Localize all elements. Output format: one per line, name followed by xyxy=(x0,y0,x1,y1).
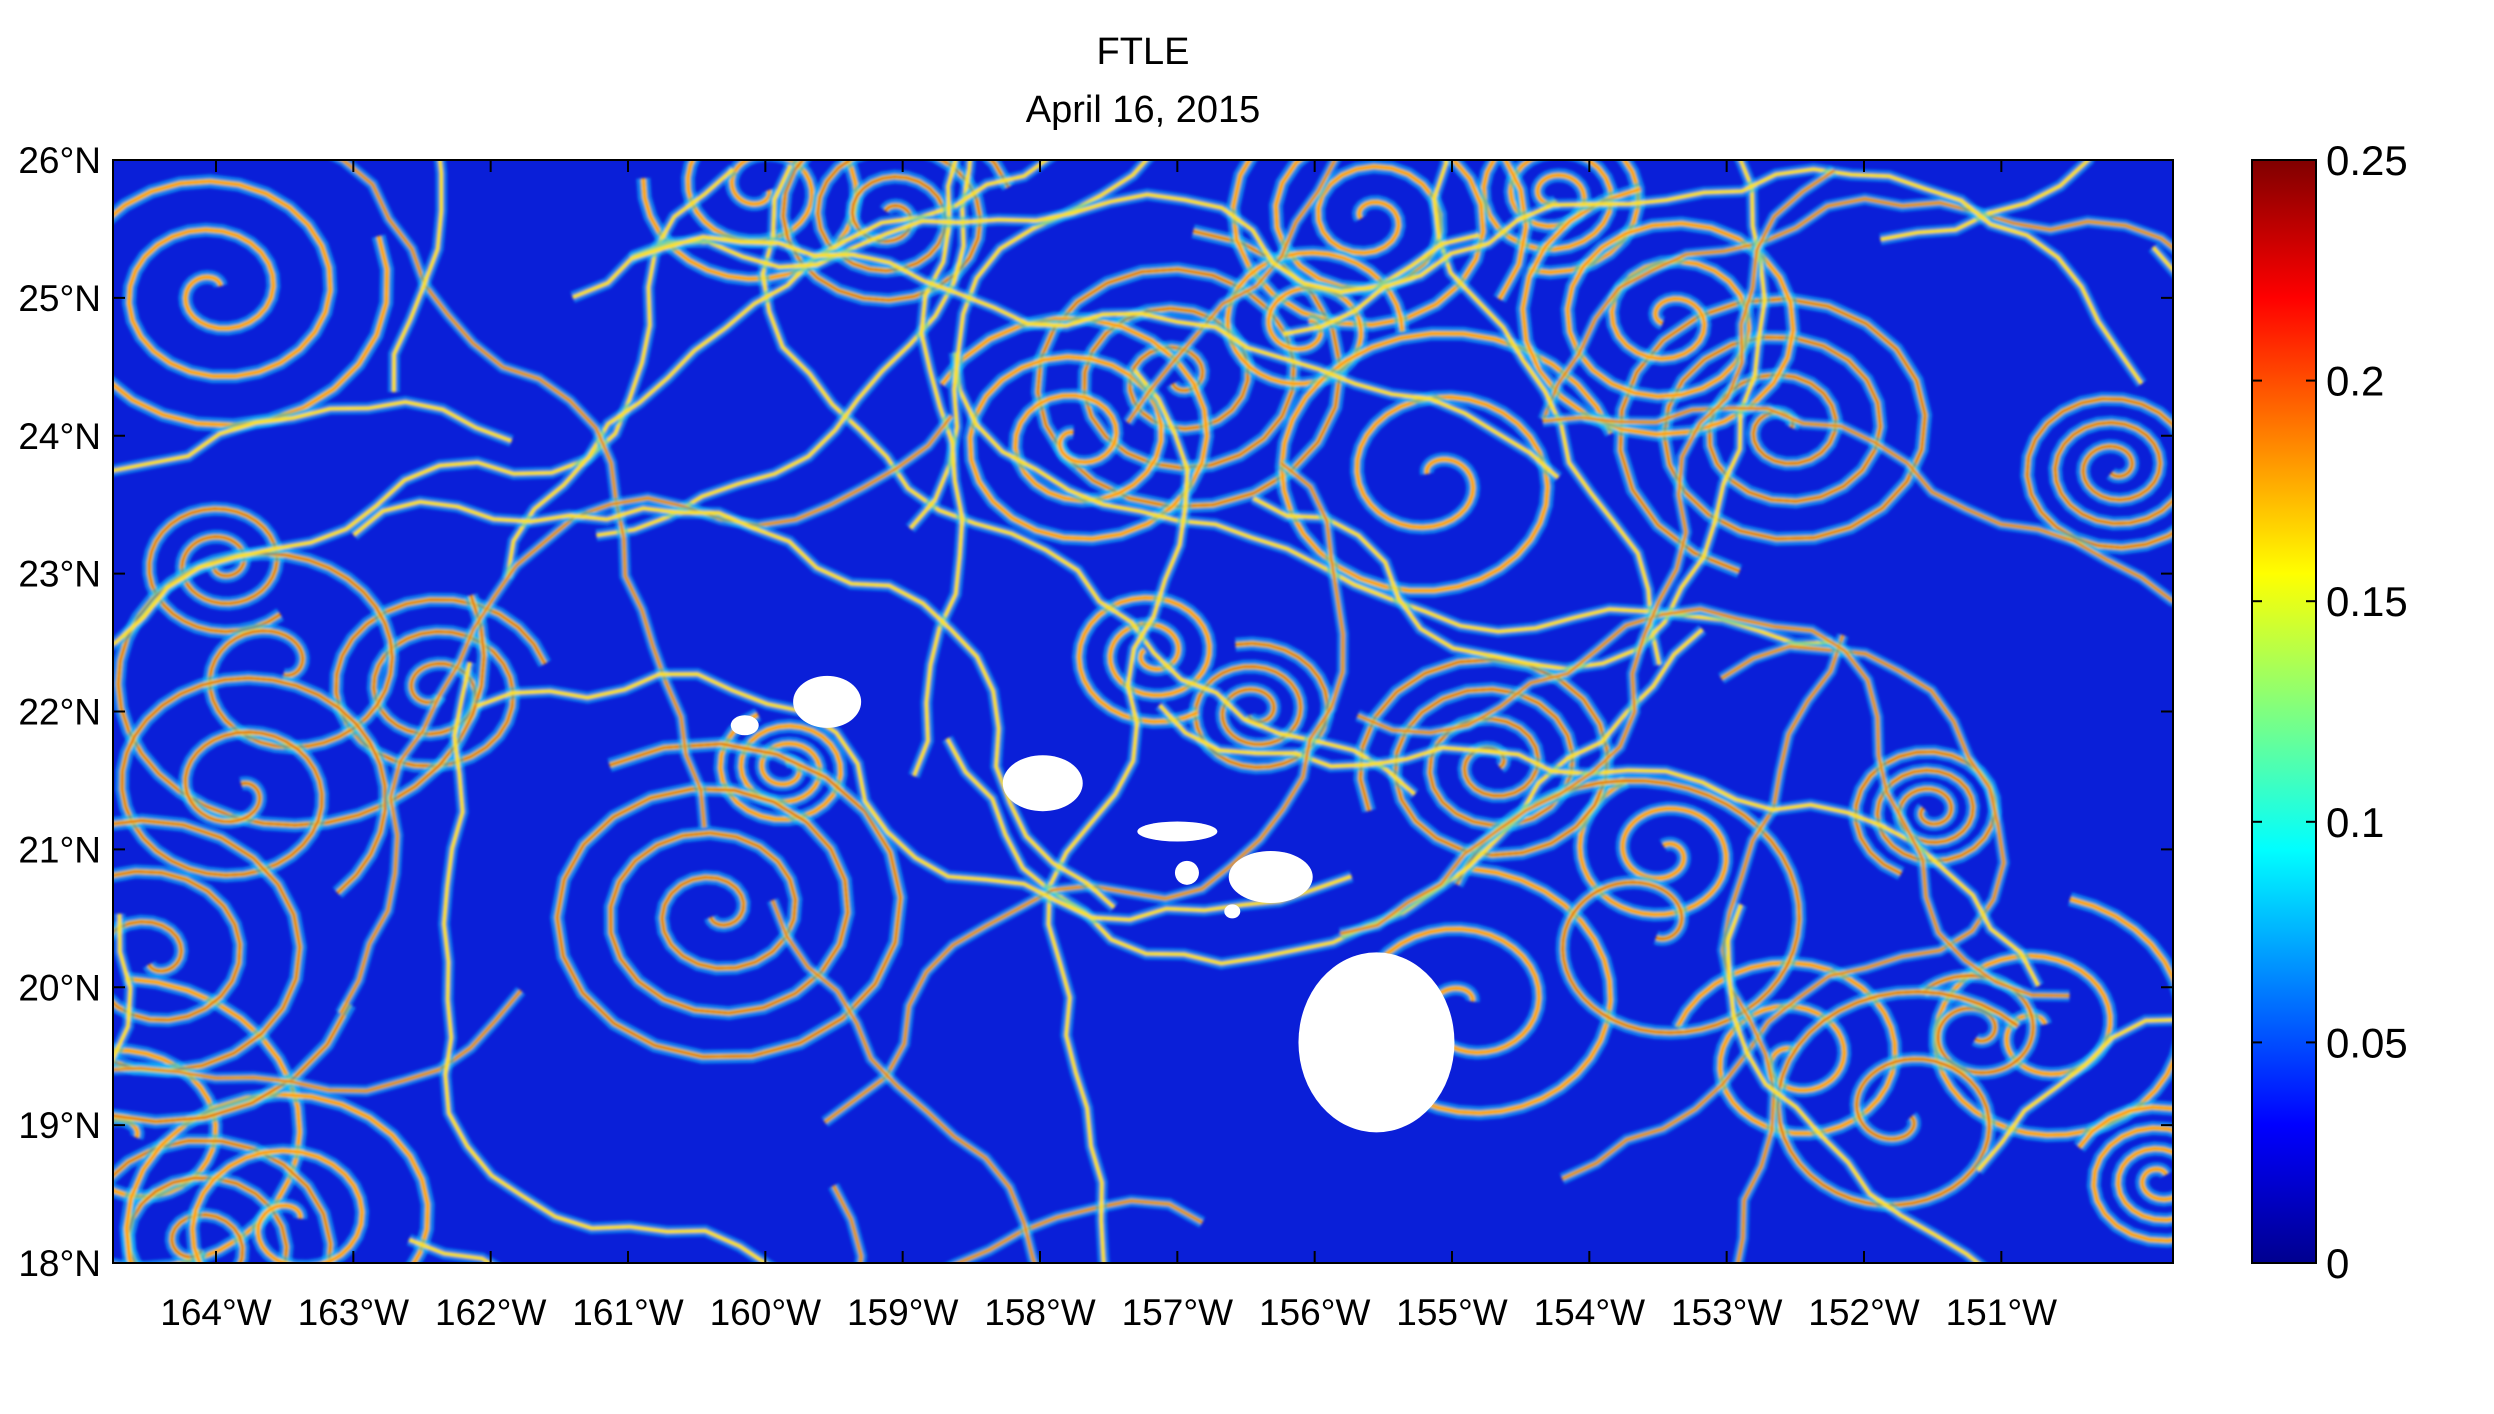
y-tick-label: 23°N xyxy=(18,554,101,595)
ftle-filament xyxy=(113,167,735,647)
x-tick-label: 155°W xyxy=(1396,1292,1508,1333)
chart-subtitle: April 16, 2015 xyxy=(1026,89,1261,131)
ftle-filament xyxy=(1252,160,1767,671)
island-lanai xyxy=(1174,860,1199,885)
y-axis-ticks: 18°N 19°N 20°N 21°N 22°N 23°N 24°N 25°N 26°N xyxy=(18,140,2173,1284)
colorbar-tick-label: 0.2 xyxy=(2326,358,2384,405)
ftle-ridge-core xyxy=(1194,642,1329,769)
ftle-filament xyxy=(441,661,769,1263)
x-tick-label: 164°W xyxy=(160,1292,272,1333)
x-tick-label: 153°W xyxy=(1671,1292,1783,1333)
x-tick-label: 161°W xyxy=(572,1292,684,1333)
ftle-filament-core xyxy=(1340,169,1835,935)
ftle-filament xyxy=(505,160,1050,579)
island-niihau xyxy=(730,715,759,736)
ftle-filament-core xyxy=(1127,160,1336,423)
y-tick-label: 18°N xyxy=(18,1243,101,1284)
ftle-filament-core xyxy=(339,415,953,1014)
x-tick-label: 152°W xyxy=(1808,1292,1920,1333)
y-tick-label: 21°N xyxy=(18,829,101,870)
ftle-ridge-core xyxy=(1921,974,2035,1074)
y-tick-label: 24°N xyxy=(18,416,101,457)
ftle-filament-core xyxy=(1561,645,2005,1180)
ftle-filament xyxy=(391,160,444,393)
ftle-filament-core xyxy=(771,899,1036,1263)
colorbar-tick-label: 0 xyxy=(2326,1240,2349,1287)
ftle-filament xyxy=(629,234,1560,480)
ftle-filament-core xyxy=(1542,197,2173,420)
chart-title: FTLE xyxy=(1097,31,1190,73)
ftle-ridge-core xyxy=(113,180,389,427)
ftle-filament-core xyxy=(1542,407,2173,602)
ftle-filament xyxy=(945,627,1704,966)
island-kahoolawe xyxy=(1224,904,1241,919)
ftle-ridge-core xyxy=(148,507,281,633)
ftle-ridge-core xyxy=(125,1093,429,1263)
x-tick-label: 154°W xyxy=(1534,1292,1646,1333)
ftle-ridge-core xyxy=(1482,160,1640,274)
ftle-filament xyxy=(2151,245,2173,273)
ftle-filament-core xyxy=(956,1199,1203,1263)
ftle-filament-core xyxy=(113,990,522,1092)
y-tick-label: 22°N xyxy=(18,692,101,733)
x-tick-label: 158°W xyxy=(984,1292,1096,1333)
colorbar-gradient xyxy=(2251,159,2317,1264)
ftle-ridge-core xyxy=(1280,332,1613,592)
y-tick-label: 20°N xyxy=(18,967,101,1008)
ftle-filament xyxy=(1282,167,2144,385)
ftle-filament xyxy=(475,672,1353,922)
x-tick-label: 159°W xyxy=(847,1292,959,1333)
ftle-filament xyxy=(760,164,1417,796)
colorbar-tick-label: 0.15 xyxy=(2326,578,2408,625)
ftle-filament xyxy=(571,192,1480,300)
ftle-filament xyxy=(596,160,973,538)
ftle-ridge-core xyxy=(2026,397,2173,549)
island-kauai xyxy=(793,675,862,728)
ftle-ridge-core xyxy=(117,552,486,827)
x-tick-label: 162°W xyxy=(435,1292,547,1333)
colorbar-ticks: 0 0.05 0.1 0.15 0.2 0.25 xyxy=(2252,137,2408,1287)
ftle-ridge-core xyxy=(121,676,387,894)
x-tick-label: 151°W xyxy=(1946,1292,2058,1333)
ftle-ridge-core xyxy=(1455,779,1801,1034)
ftle-filament xyxy=(1046,368,1190,1263)
ftle-ridge-core xyxy=(1619,297,1927,573)
ftle-filament-core xyxy=(824,462,1344,1123)
ftle-filament xyxy=(1880,160,2091,242)
island-oahu xyxy=(1002,755,1083,812)
island-molokai xyxy=(1137,821,1218,842)
ftle-filament xyxy=(1432,160,1662,666)
colorbar: 0 0.05 0.1 0.15 0.2 0.25 xyxy=(2251,137,2408,1287)
x-tick-label: 163°W xyxy=(298,1292,410,1333)
ftle-ridge-core xyxy=(113,819,351,1123)
x-tick-label: 160°W xyxy=(710,1292,822,1333)
y-tick-label: 26°N xyxy=(18,140,101,181)
island-maui xyxy=(1228,850,1313,903)
ftle-ridge-core xyxy=(1776,990,2019,1207)
ftle-filament-halo xyxy=(2148,243,2173,279)
ftle-filament-core xyxy=(1357,608,2070,997)
ftle-ridge-core xyxy=(1077,596,1211,723)
y-tick-label: 19°N xyxy=(18,1105,101,1146)
ftle-ridge-core xyxy=(335,598,546,768)
y-tick-label: 25°N xyxy=(18,278,101,319)
colorbar-tick-label: 0.1 xyxy=(2326,799,2384,846)
ftle-ridge-core xyxy=(556,742,902,1058)
ftle-filament xyxy=(113,399,513,473)
ftle-filament xyxy=(1726,903,1982,1263)
ftle-ridge-core xyxy=(1578,780,1728,916)
island-landmasses xyxy=(730,675,1455,1133)
colorbar-tick-label: 0.05 xyxy=(2326,1019,2408,1066)
ftle-filament xyxy=(1976,1017,2173,1172)
x-tick-label: 157°W xyxy=(1122,1292,1234,1333)
x-tick-label: 156°W xyxy=(1259,1292,1371,1333)
ftle-ridge-core xyxy=(2078,1106,2173,1242)
x-axis-ticks: 164°W 163°W 162°W 161°W 160°W 159°W 158°W 157°W… xyxy=(160,160,2057,1333)
island-hawaii xyxy=(1298,952,1455,1133)
colorbar-tick-label: 0.25 xyxy=(2326,137,2408,184)
ftle-filament xyxy=(908,160,1149,530)
